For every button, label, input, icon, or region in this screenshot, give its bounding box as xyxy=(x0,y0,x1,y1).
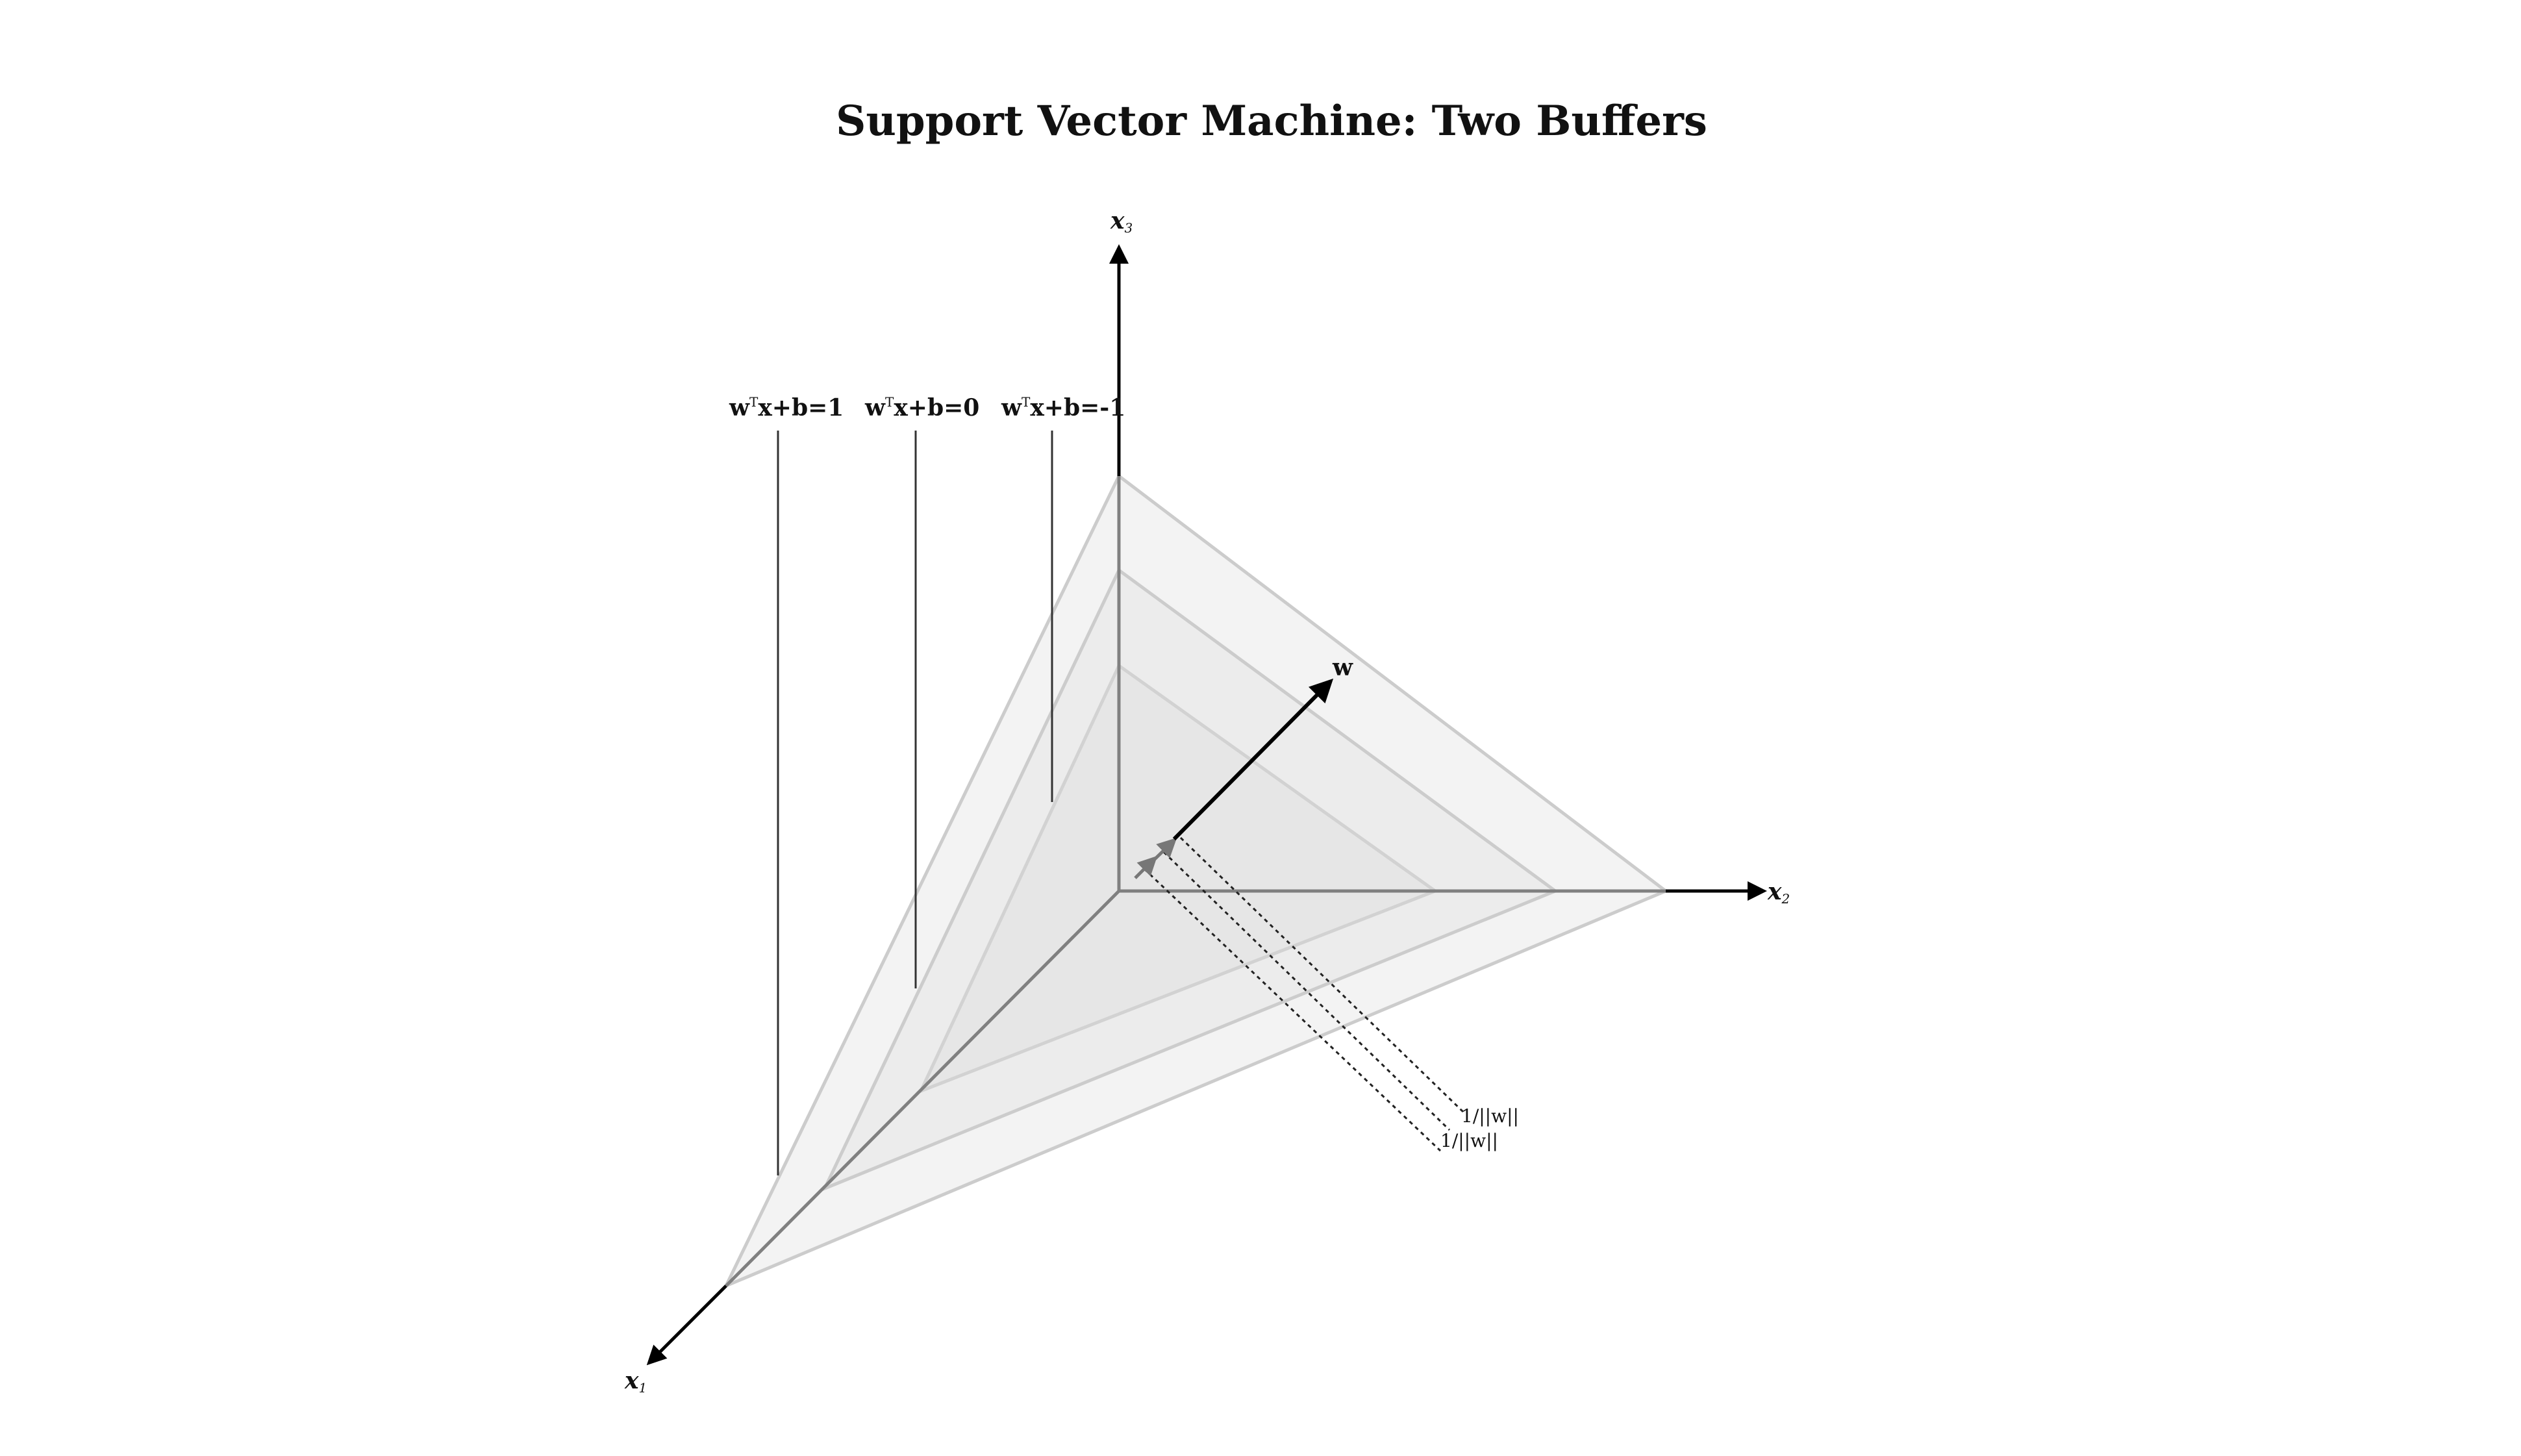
margin-label-upper: 1/||w|| xyxy=(1461,1105,1519,1127)
x1-axis-inner xyxy=(725,890,1120,1287)
margin-label-lower: 1/||w|| xyxy=(1440,1130,1498,1151)
margin-line-3 xyxy=(1143,868,1442,1152)
equation-label-plus-one: wTx+b=1 xyxy=(729,394,844,421)
equation-label-minus-one: wTx+b=-1 xyxy=(1001,394,1125,421)
margin-arrows xyxy=(1134,837,1177,879)
margin-arrow-2 xyxy=(1150,837,1177,864)
x1-axis-label: x1 xyxy=(624,1367,647,1396)
equation-label-zero: wTx+b=0 xyxy=(864,394,979,421)
normal-vector-label: w xyxy=(1332,654,1353,681)
margin-line-1 xyxy=(1179,836,1464,1113)
x1-axis xyxy=(646,1285,727,1366)
leader-lines xyxy=(777,431,1053,1175)
margin-lines xyxy=(1143,836,1464,1152)
x2-axis-label: x2 xyxy=(1767,878,1790,907)
x3-axis-label: x3 xyxy=(1110,207,1133,236)
plane-inner xyxy=(918,663,1439,1094)
normal-vector-w xyxy=(1172,678,1334,841)
diagram-title: Support Vector Machine: Two Buffers xyxy=(836,97,1707,145)
planes xyxy=(722,473,1669,1289)
axes-outer xyxy=(646,244,1767,1366)
axes-inner xyxy=(725,476,1666,1287)
